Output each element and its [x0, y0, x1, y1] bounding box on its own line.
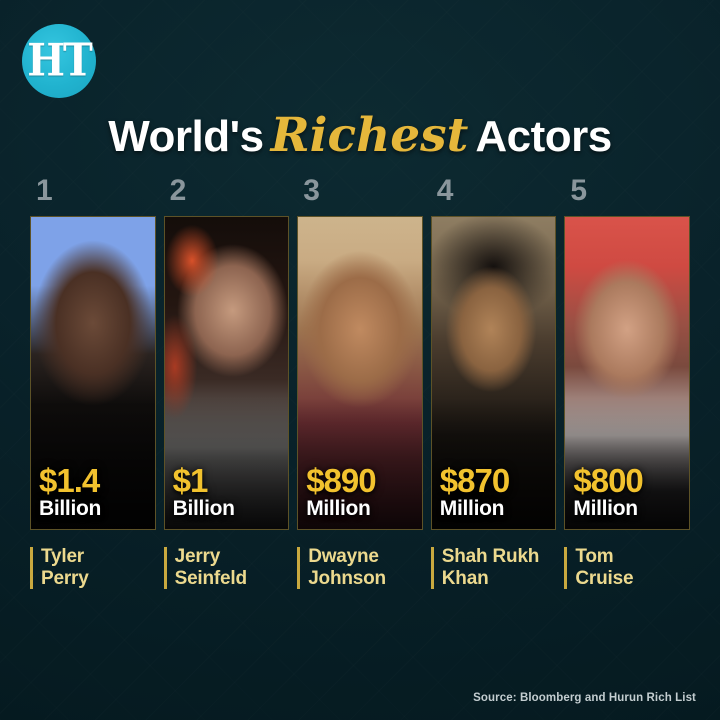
- amount-block: $1.4 Billion: [39, 462, 102, 521]
- amount-block: $800 Million: [573, 462, 643, 521]
- actor-name: Tom Cruise: [575, 546, 634, 590]
- amount-block: $1 Billion: [172, 462, 235, 521]
- name-accent-bar: [30, 547, 33, 589]
- amount-unit: Million: [439, 497, 505, 521]
- rank-number: 1: [36, 174, 53, 207]
- actor-name-cell: Tyler Perry: [30, 546, 156, 590]
- amount-unit: Million: [573, 497, 638, 521]
- actor-name-row: Tyler Perry Jerry Seinfeld Dwayne Johnso…: [30, 546, 690, 590]
- actor-name: Shah Rukh Khan: [441, 546, 540, 590]
- actor-card: $1 Billion: [163, 216, 290, 530]
- photo-shade: [31, 397, 155, 529]
- actor-name: Dwayne Johnson: [308, 546, 386, 590]
- page-title: World's Richest Actors: [0, 108, 720, 163]
- rank-number: 2: [169, 174, 187, 207]
- photo-shade: [565, 397, 689, 529]
- name-accent-bar: [430, 547, 434, 589]
- source-credit: Source: Bloomberg and Hurun Rich List: [473, 692, 696, 704]
- ht-circle-logo: HT: [22, 24, 96, 98]
- photo-shade: [164, 397, 289, 529]
- amount-unit: Billion: [172, 497, 235, 521]
- actor-name: Tyler Perry: [41, 546, 89, 590]
- actor-name-cell: Dwayne Johnson: [297, 546, 423, 590]
- amount-unit: Million: [306, 497, 371, 521]
- actor-name-cell: Shah Rukh Khan: [430, 546, 557, 590]
- actor-card: $890 Million: [297, 216, 423, 530]
- name-accent-bar: [163, 547, 167, 589]
- amount-block: $890 Million: [306, 462, 376, 521]
- name-accent-bar: [297, 547, 301, 589]
- name-accent-bar: [564, 547, 568, 589]
- title-part-accent: Richest: [270, 108, 469, 163]
- photo-shade: [431, 397, 556, 529]
- rank-number-row: 1 2 3 4 5: [30, 176, 690, 206]
- amount-value: $1: [172, 462, 209, 500]
- photo-shade: [298, 397, 422, 529]
- amount-block: $870 Million: [439, 462, 510, 521]
- actor-name-cell: Jerry Seinfeld: [163, 546, 290, 590]
- actor-card-row: $1.4 Billion $1 Billion $890 Million: [30, 216, 690, 530]
- actor-card: $800 Million: [564, 216, 690, 530]
- actor-name-cell: Tom Cruise: [564, 546, 690, 590]
- title-part-three: Actors: [475, 112, 612, 161]
- actor-card: $1.4 Billion: [30, 216, 156, 530]
- rank-number: 3: [303, 174, 320, 207]
- amount-value: $1.4: [39, 462, 100, 500]
- amount-unit: Billion: [39, 497, 102, 521]
- title-part-one: World's: [108, 112, 264, 161]
- actor-name: Jerry Seinfeld: [174, 546, 248, 590]
- rank-number: 4: [436, 174, 454, 207]
- amount-value: $890: [306, 462, 376, 500]
- amount-value: $800: [573, 462, 643, 500]
- logo-text: HT: [27, 34, 93, 87]
- rank-number: 5: [570, 174, 588, 207]
- actor-card: $870 Million: [430, 216, 557, 530]
- amount-value: $870: [439, 462, 510, 500]
